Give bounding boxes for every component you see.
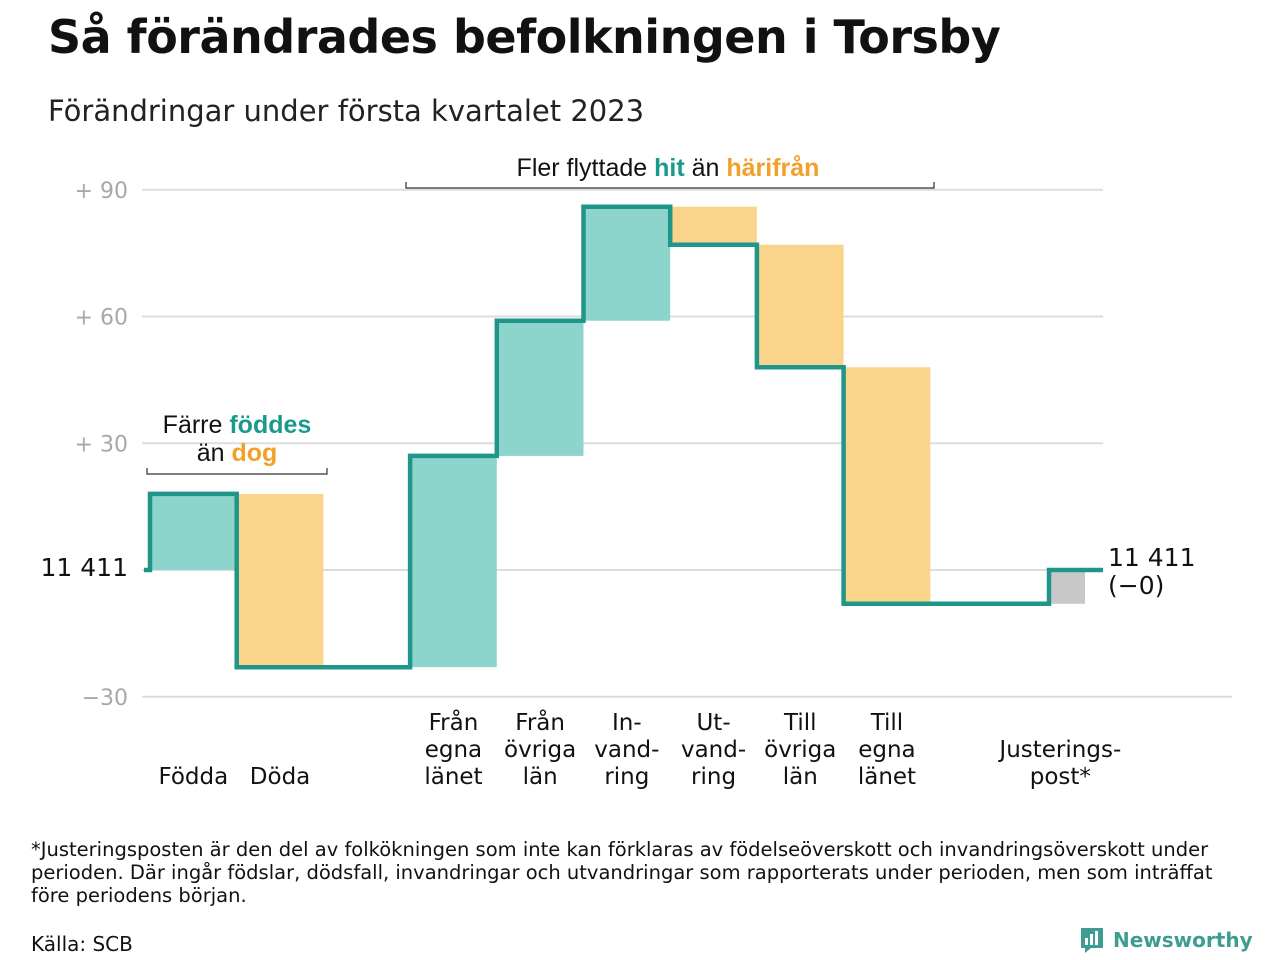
- category-label: Ut-: [696, 710, 730, 736]
- waterfall-bar: [756, 244, 844, 368]
- end-change-label: (−0): [1108, 571, 1164, 600]
- category-label: vand-: [681, 737, 746, 763]
- annotation-births-deaths-line2: än dog: [197, 439, 278, 467]
- waterfall-bar: [410, 455, 497, 668]
- category-label: egna: [425, 737, 482, 763]
- waterfall-bar: [843, 367, 931, 604]
- waterfall-bar: [670, 206, 757, 245]
- label-layer: Födda DödaFrånegnalänetFrånövrigalänIn-va…: [158, 708, 1121, 790]
- cumulative-step-line: [144, 204, 1103, 670]
- category-label: län: [523, 764, 558, 790]
- category-label: Döda: [250, 764, 310, 790]
- annotation-births-deaths-line1: Färre föddes: [163, 411, 312, 439]
- y-tick-label: + 60: [75, 306, 128, 331]
- category-label: ring: [604, 764, 649, 790]
- category-label: post*: [1030, 764, 1091, 790]
- waterfall-bar: [496, 320, 584, 456]
- footnote: *Justeringsposten är den del av folkökni…: [31, 838, 1213, 907]
- y-tick-label: + 90: [75, 179, 128, 204]
- category-label: Till: [783, 710, 817, 736]
- chart-subtitle: Förändringar under första kvartalet 2023: [48, 94, 645, 128]
- category-label: vand-: [594, 737, 659, 763]
- category-label: Från: [515, 708, 565, 736]
- category-label: ring: [691, 764, 736, 790]
- source-label: Källa: SCB: [31, 932, 133, 956]
- bar-layer: [150, 206, 1085, 668]
- category-label: Justerings-: [997, 737, 1121, 763]
- waterfall-bar: [583, 206, 671, 321]
- waterfall-chart: + 90+ 60+ 30−30 Födda DödaFrånegnalänetFr…: [41, 154, 1232, 790]
- category-label: Födda: [158, 764, 228, 790]
- waterfall-bar: [1049, 570, 1085, 604]
- category-label: övriga: [764, 737, 836, 763]
- y-tick-label: −30: [82, 686, 128, 711]
- step-line-layer: [144, 204, 1103, 670]
- brand-logo: Newsworthy: [1079, 926, 1253, 954]
- category-label: Från: [429, 708, 479, 736]
- category-label: länet: [858, 764, 916, 790]
- category-label: Till: [870, 710, 904, 736]
- category-label: länet: [424, 764, 482, 790]
- waterfall-bar: [150, 493, 237, 570]
- grid-layer: + 90 + 60 + 30 −30: [75, 179, 1232, 711]
- y-tick-label: + 30: [75, 432, 128, 457]
- category-label: län: [783, 764, 818, 790]
- newsworthy-logo-icon: [1081, 928, 1103, 953]
- annotation-bracket-births-deaths: [146, 468, 328, 475]
- waterfall-bar: [236, 493, 324, 668]
- category-label: In-: [612, 710, 642, 736]
- annotation-bracket-migration: [405, 182, 935, 189]
- chart-title: Så förändrades befolkningen i Torsby: [48, 10, 1001, 64]
- start-value-label: 11 411: [41, 553, 128, 582]
- category-label: övriga: [504, 737, 576, 763]
- brand-name: Newsworthy: [1113, 928, 1253, 952]
- end-value-label: 11 411: [1108, 543, 1195, 572]
- category-label: egna: [858, 737, 915, 763]
- annotation-migration: Fler flyttade hit än härifrån: [517, 154, 820, 182]
